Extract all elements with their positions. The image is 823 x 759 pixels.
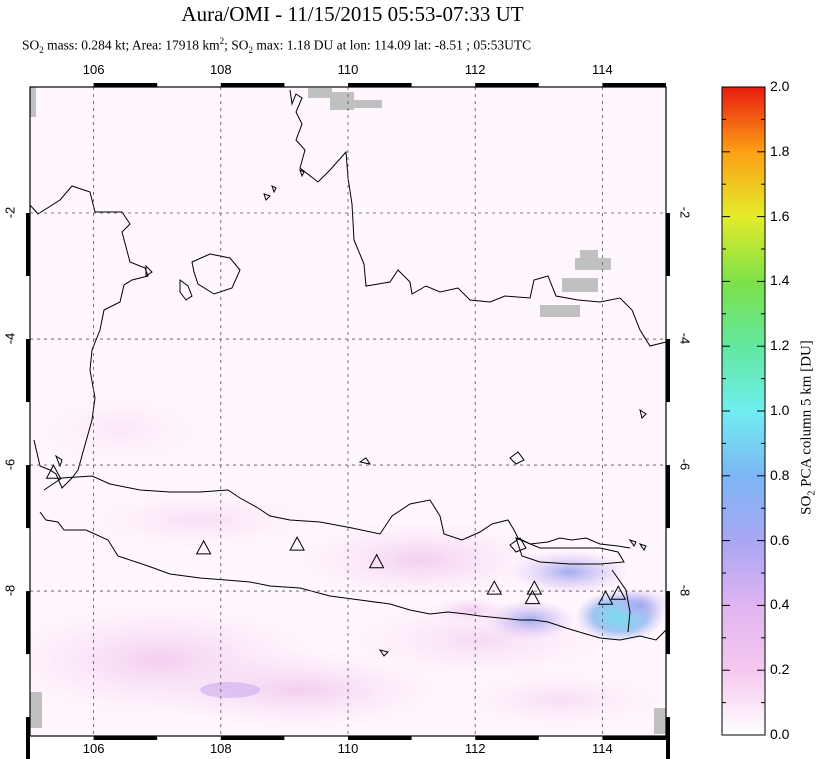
frame-bar-left — [26, 717, 30, 759]
colorbar-tick-label: 1.8 — [770, 142, 790, 159]
colorbar-tick-label: 1.4 — [770, 272, 790, 289]
triangle-icon — [289, 536, 305, 551]
lon-tick-bottom: 114 — [592, 741, 613, 756]
lon-tick-bottom: 112 — [464, 741, 486, 756]
colorbar-tick-label: 2.0 — [770, 78, 790, 94]
triangle-icon — [610, 585, 627, 600]
frame-bar-right — [666, 339, 670, 403]
colorbar-tick-label: 0.8 — [770, 466, 790, 483]
lat-tick-left: -8 — [2, 584, 18, 597]
frame-bar-bottom — [93, 736, 158, 740]
colorbar-tick-label: 0.6 — [770, 531, 790, 548]
map-frame-bars — [26, 83, 670, 759]
frame-bar-bottom — [475, 736, 539, 740]
colorbar-tick-label: 1.6 — [770, 207, 790, 224]
frame-bar-left — [26, 591, 30, 655]
triangle-icon — [486, 580, 503, 595]
lat-tick-left: -6 — [2, 458, 18, 471]
frame-bar-top — [602, 83, 666, 87]
map-title: Aura/OMI - 11/15/2015 05:53-07:33 UT — [181, 2, 524, 26]
lon-tick-bottom: 106 — [82, 741, 105, 756]
lat-tick-right: -2 — [677, 206, 693, 219]
frame-bar-right — [666, 717, 670, 759]
graticule — [30, 87, 666, 736]
lat-tick-left: -2 — [2, 206, 18, 219]
lat-tick-left: -4 — [2, 332, 18, 345]
triangle-icon — [45, 464, 62, 479]
lat-tick-right: -8 — [677, 584, 693, 597]
map-subtitle: SO2 mass: 0.284 kt; Area: 17918 km2; SO2… — [22, 36, 532, 56]
so2-field — [30, 390, 666, 730]
lon-tick-top: 114 — [592, 62, 613, 77]
lat-tick-right: -6 — [677, 458, 693, 471]
frame-bar-top — [475, 83, 539, 87]
coastlines — [29, 89, 667, 657]
frame-bar-bottom — [602, 736, 666, 740]
frame-bar-left — [26, 213, 30, 277]
colorbar-tick-label: 0.2 — [770, 661, 790, 678]
frame-bar-right — [666, 591, 670, 655]
colorbar-tick-label: 1.0 — [770, 402, 790, 418]
frame-bar-bottom — [220, 736, 285, 740]
frame-bar-right — [666, 213, 670, 277]
lon-tick-bottom: 108 — [209, 741, 232, 756]
colorbar-tick-label: 1.2 — [770, 337, 790, 354]
frame-bar-top — [220, 83, 285, 87]
colorbar-label: SO2 PCA column 5 km [DU] — [798, 340, 818, 515]
lat-tick-right: -4 — [677, 332, 693, 345]
lon-tick-bottom: 110 — [337, 741, 359, 756]
triangle-icon — [368, 553, 385, 569]
colorbar-ticks — [722, 86, 765, 736]
lon-tick-top: 108 — [209, 62, 232, 77]
lon-tick-top: 110 — [337, 62, 359, 77]
frame-bar-left — [26, 339, 30, 403]
frame-bar-left — [26, 465, 30, 529]
colorbar-tick-label: 0.0 — [770, 726, 790, 742]
frame-bar-right — [666, 465, 670, 529]
volcano-markers — [45, 464, 627, 605]
triangle-icon — [195, 539, 212, 555]
triangle-icon — [597, 590, 614, 605]
lon-tick-top: 106 — [82, 62, 105, 77]
frame-bar-bottom — [348, 736, 412, 740]
frame-bar-top — [348, 83, 412, 87]
lon-tick-top: 112 — [464, 62, 486, 77]
colorbar-tick-label: 0.4 — [770, 596, 790, 613]
triangle-icon — [524, 589, 541, 605]
missing-data-patches — [30, 87, 666, 734]
frame-bar-top — [93, 83, 158, 87]
